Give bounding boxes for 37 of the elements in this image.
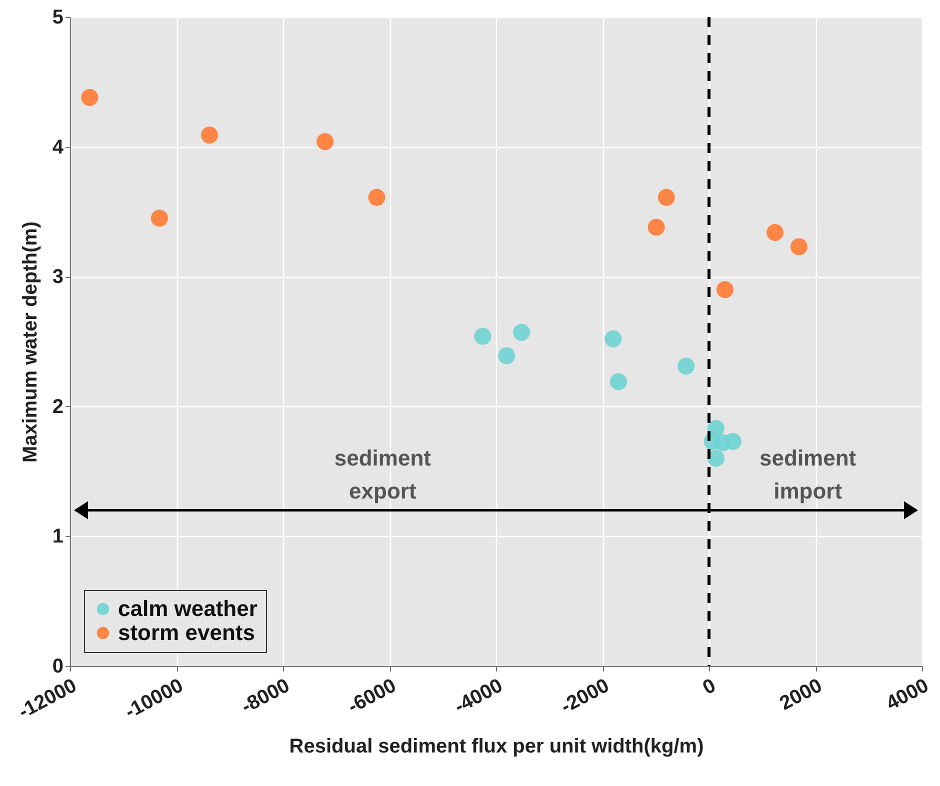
point [790,238,808,256]
point [368,188,386,206]
point [201,126,218,144]
annotation: sediment import [760,445,857,504]
point [81,88,98,106]
point [707,450,724,467]
x-tick-label: -6000 [344,674,400,718]
point [513,324,530,341]
point [498,347,516,364]
y-tick-label: 5 [52,6,64,28]
point [716,281,734,298]
point [648,218,665,236]
x-tick-label: 0 [699,674,720,700]
point [604,330,622,348]
y-tick-label: 0 [52,656,64,678]
y-tick-label: 1 [52,526,64,548]
y-tick-label: 4 [52,136,64,158]
point [658,188,675,206]
x-tick-label: -8000 [238,674,294,718]
y-tick-label: 2 [52,396,64,418]
point [474,328,492,345]
y-tick-label: 3 [52,266,64,288]
point [610,373,627,390]
annotation: sediment export [334,445,432,504]
point [150,210,168,227]
x-tick-label: -4000 [450,674,506,718]
point [724,432,742,450]
x-axis-title: Residual sediment flux per unit width(kg/m) [289,735,704,758]
legend-label: storm events [118,620,255,645]
x-tick-label: 4000 [882,674,932,715]
x-tick-label: 2000 [776,674,826,715]
point [678,358,695,375]
point [766,224,784,241]
legend-label: calm weather [118,596,258,621]
point [316,133,334,150]
y-axis-title: Maximum water depth(m) [19,221,42,463]
x-tick-label: -2000 [557,674,613,718]
